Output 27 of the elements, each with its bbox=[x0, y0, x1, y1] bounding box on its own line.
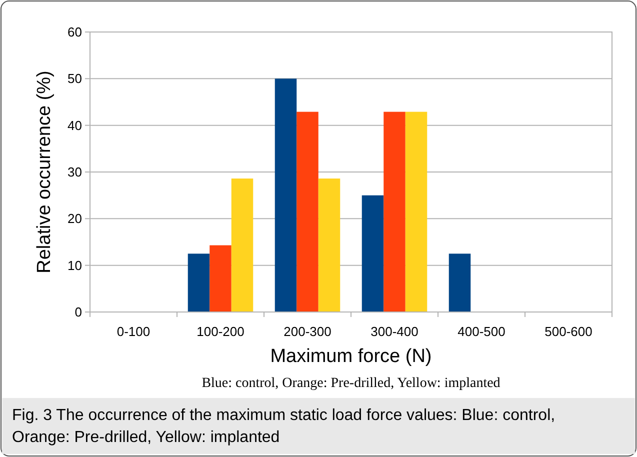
x-tick-label: 500-600 bbox=[544, 324, 592, 339]
y-tick-label: 30 bbox=[68, 164, 82, 180]
y-tick-label: 20 bbox=[68, 211, 82, 226]
x-tick-label: 200-300 bbox=[284, 324, 332, 339]
bar bbox=[296, 112, 318, 312]
bar bbox=[274, 78, 297, 312]
caption: Fig. 3 The occurrence of the maximum static load force values: Blue: control, Orange: Pre-drilled, Yellow: implanted bbox=[12, 407, 556, 446]
y-tick-label: 0 bbox=[74, 304, 82, 320]
x-tick-label: 0-100 bbox=[116, 324, 150, 339]
x-axis-title: Maximum force (N) bbox=[270, 346, 432, 367]
bar bbox=[405, 112, 428, 312]
bar bbox=[318, 178, 340, 312]
bar bbox=[210, 245, 232, 312]
y-axis-title: Relative occurrence (%) bbox=[34, 70, 55, 274]
x-tick-label: 300-400 bbox=[370, 324, 418, 339]
bar bbox=[362, 195, 384, 312]
x-tick-label: 100-200 bbox=[196, 324, 244, 339]
y-tick-label: 50 bbox=[68, 71, 82, 86]
y-tick-label: 10 bbox=[68, 258, 82, 273]
x-tick-label: 400-500 bbox=[458, 324, 506, 339]
bar bbox=[188, 254, 210, 312]
bar bbox=[384, 112, 406, 312]
y-tick-label: 60 bbox=[68, 24, 82, 40]
text: Blue: control, Orange: Pre-drilled, Yellow: implanted bbox=[202, 376, 500, 391]
y-tick-label: 40 bbox=[68, 118, 82, 133]
bar bbox=[448, 254, 471, 312]
bar bbox=[231, 178, 254, 312]
